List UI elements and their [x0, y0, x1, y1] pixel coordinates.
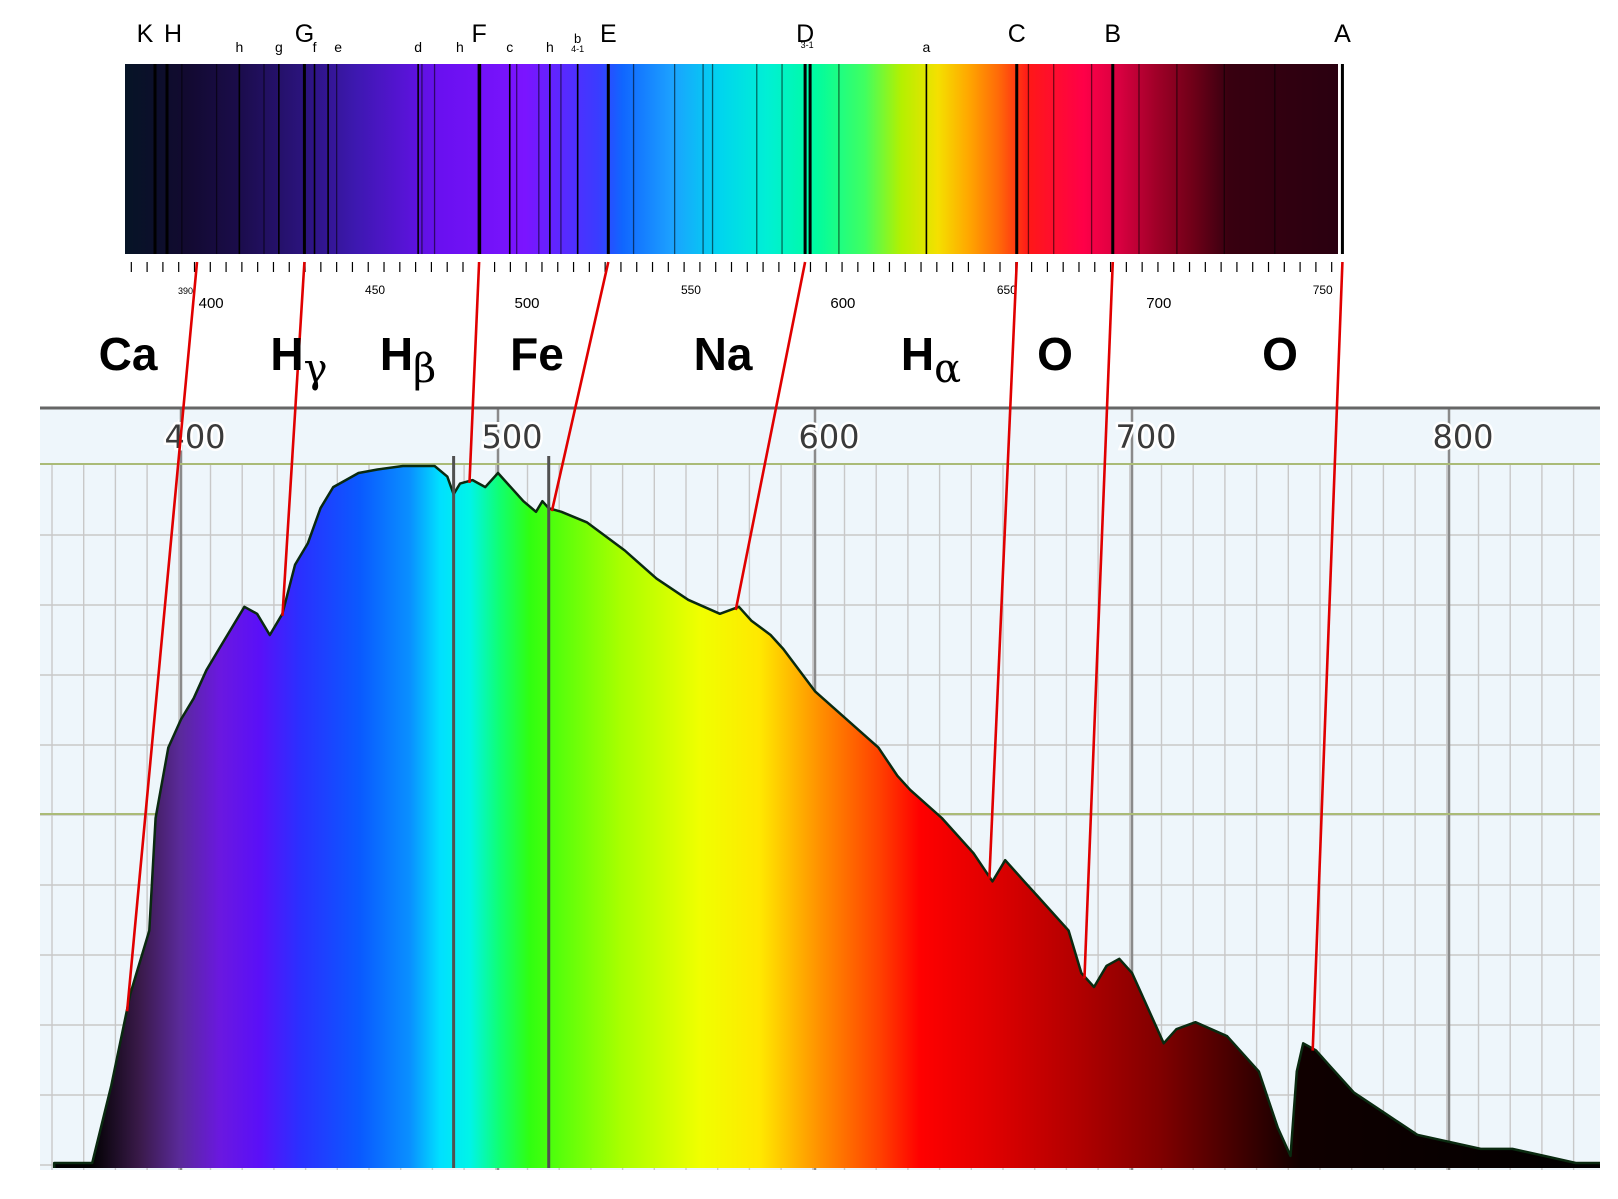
spectrum-band [125, 64, 1338, 254]
line-letter: e [334, 39, 342, 55]
scale-minor-label: 450 [365, 283, 385, 297]
line-letter: H [164, 20, 182, 48]
scale-minor-label: 550 [681, 283, 701, 297]
connector-line [734, 261, 807, 611]
line-letter: b [574, 31, 581, 46]
connector-line [988, 261, 1019, 879]
line-letter: K [137, 20, 154, 48]
element-label: Hγ [270, 328, 327, 392]
connector-line [1083, 261, 1115, 979]
line-letter: h [235, 39, 243, 55]
connector-line [281, 261, 306, 616]
element-label: Hα [901, 328, 961, 392]
line-sub-label: 4-1 [571, 44, 584, 54]
line-letter: h [546, 39, 554, 55]
connector-line [468, 261, 481, 484]
element-label: Hβ [380, 328, 436, 392]
connector-lines [125, 261, 1344, 1051]
absorption-lines [153, 64, 1344, 254]
line-letter: d [414, 39, 422, 55]
graph-x-tick-label: 500 [481, 418, 542, 456]
line-letter: D [796, 20, 814, 48]
graph-x-tick-label: 600 [798, 418, 859, 456]
scale-label: 600 [830, 295, 855, 312]
element-label: Fe [510, 328, 564, 380]
line-letter: a [923, 39, 931, 55]
spectrum-area [52, 456, 1600, 1168]
scale-minor-label: 650 [997, 283, 1017, 297]
line-letter: h [456, 39, 464, 55]
graph-x-tick-label: 400 [164, 418, 225, 456]
scale-label: 500 [515, 295, 540, 312]
connector-line [125, 261, 199, 1012]
element-label: Ca [99, 328, 158, 380]
element-label: O [1037, 328, 1073, 380]
wavelength-scale: 400 500 600 700 390 450 550 650 750 [130, 262, 1333, 312]
line-letter: c [506, 39, 513, 55]
line-letter: C [1008, 20, 1026, 48]
line-letter: A [1334, 20, 1351, 48]
spectrum-curve [52, 464, 1600, 1168]
line-letter: F [471, 20, 486, 48]
element-label: O [1262, 328, 1298, 380]
line-letter: f [313, 39, 317, 55]
line-letter: E [600, 20, 617, 48]
graph-x-tick-label: 800 [1432, 418, 1493, 456]
element-labels: Ca Hγ Hβ Fe Na Hα O O [99, 328, 1298, 392]
connector-line [1311, 261, 1344, 1051]
element-label: Na [694, 328, 753, 380]
connector-line [550, 261, 610, 512]
scale-label: 400 [199, 295, 224, 312]
line-sub-label: 3-1 [801, 40, 814, 50]
line-letter: G [295, 20, 314, 48]
scale-minor-label: 390 [178, 286, 193, 296]
graph-x-tick-label: 700 [1115, 418, 1176, 456]
scale-label: 700 [1146, 295, 1171, 312]
scale-minor-label: 750 [1313, 283, 1333, 297]
line-letter: B [1104, 20, 1121, 48]
graph-x-ticks: 400 500 600 700 800 [162, 416, 1496, 459]
line-letter: g [275, 39, 283, 55]
intensity-graph: 400 500 600 700 800 [40, 406, 1600, 1170]
